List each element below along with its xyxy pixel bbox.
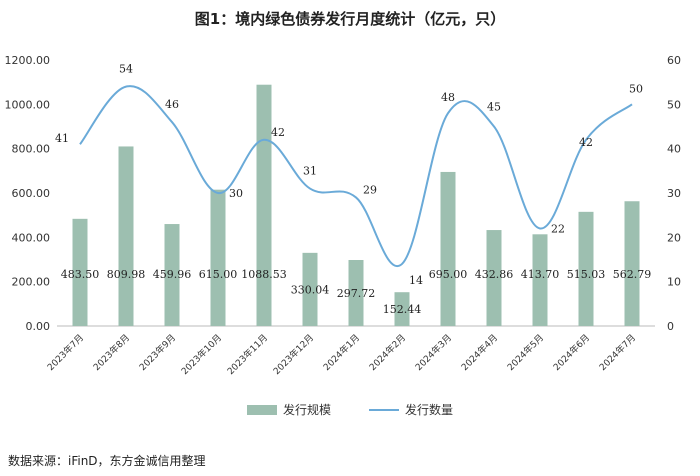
x-axis-tick-label: 2023年12月 bbox=[271, 332, 317, 378]
bar bbox=[624, 201, 640, 326]
bar-value-label: 330.04 bbox=[291, 283, 330, 296]
bar-value-label: 1088.53 bbox=[241, 268, 287, 281]
line-value-label: 46 bbox=[165, 98, 179, 111]
left-axis-tick-label: 800.00 bbox=[12, 143, 51, 156]
line-value-label: 22 bbox=[551, 222, 565, 235]
bar bbox=[532, 234, 548, 326]
line-value-label: 48 bbox=[441, 91, 455, 104]
line-series bbox=[79, 85, 633, 268]
legend-bar-label: 发行规模 bbox=[282, 403, 331, 417]
line-value-label: 30 bbox=[229, 187, 243, 200]
bar-value-label: 432.86 bbox=[475, 268, 514, 281]
bar-value-label: 562.79 bbox=[613, 268, 652, 281]
bar bbox=[440, 171, 456, 326]
x-axis-tick-label: 2024年5月 bbox=[505, 332, 546, 373]
left-axis-tick-label: 1000.00 bbox=[5, 98, 51, 111]
legend-line-label: 发行数量 bbox=[405, 403, 454, 417]
x-axis-tick-label: 2023年7月 bbox=[45, 332, 86, 373]
left-axis-tick-label: 200.00 bbox=[12, 276, 51, 289]
right-axis-tick-label: 40 bbox=[667, 143, 681, 156]
bar bbox=[348, 260, 364, 326]
line-value-label: 42 bbox=[579, 136, 593, 149]
bar bbox=[302, 252, 318, 326]
x-axis-tick-label: 2023年11月 bbox=[225, 332, 271, 378]
x-axis-tick-label: 2024年3月 bbox=[413, 332, 454, 373]
chart-title: 图1：境内绿色债券发行月度统计（亿元，只） bbox=[194, 10, 506, 28]
x-axis-tick-label: 2023年10月 bbox=[179, 332, 225, 378]
x-axis-tick-label: 2024年1月 bbox=[321, 332, 362, 373]
bar-value-label: 515.03 bbox=[567, 268, 606, 281]
legend-line-swatch bbox=[369, 408, 399, 411]
right-axis-tick-label: 30 bbox=[667, 187, 681, 200]
right-axis-tick-label: 50 bbox=[667, 98, 681, 111]
left-axis-tick-label: 1200.00 bbox=[5, 54, 51, 67]
right-axis-tick-label: 0 bbox=[667, 320, 674, 333]
x-axis-tick-label: 2024年4月 bbox=[459, 332, 500, 373]
bar bbox=[256, 84, 272, 326]
right-axis-tick-label: 20 bbox=[667, 231, 681, 244]
left-axis-tick-label: 0.00 bbox=[26, 320, 51, 333]
line-value-label: 54 bbox=[119, 63, 133, 76]
legend-bar-swatch bbox=[246, 404, 277, 415]
bar bbox=[578, 211, 594, 326]
x-axis-tick-label: 2024年6月 bbox=[551, 332, 592, 373]
x-axis-tick-label: 2023年8月 bbox=[91, 332, 132, 373]
bar bbox=[118, 146, 134, 326]
line-value-label: 50 bbox=[629, 82, 643, 95]
bar-value-label: 459.96 bbox=[153, 268, 192, 281]
bar-value-label: 413.70 bbox=[521, 268, 560, 281]
chart-canvas: 0.00 200.00 400.00 600.00 800.00 1000.00 1200.… bbox=[5, 54, 682, 378]
bar bbox=[486, 230, 502, 326]
line-value-label: 45 bbox=[487, 101, 501, 114]
bar-value-label: 152.44 bbox=[383, 303, 422, 316]
line-value-label: 31 bbox=[303, 165, 317, 178]
line-value-label: 42 bbox=[271, 126, 285, 139]
bar-value-label: 695.00 bbox=[429, 268, 468, 281]
left-axis-tick-label: 400.00 bbox=[12, 231, 51, 244]
x-axis-tick-label: 2024年2月 bbox=[367, 332, 408, 373]
bar bbox=[164, 224, 180, 326]
bar-value-label: 483.50 bbox=[61, 268, 100, 281]
bar bbox=[72, 218, 88, 326]
bar bbox=[394, 292, 410, 326]
bar-value-label: 809.98 bbox=[107, 268, 146, 281]
legend-item-line: 发行数量 bbox=[369, 401, 453, 418]
bar bbox=[210, 189, 226, 326]
line-value-label: 41 bbox=[55, 132, 69, 145]
right-axis-tick-label: 10 bbox=[667, 276, 681, 289]
x-axis-tick-label: 2023年9月 bbox=[137, 332, 178, 373]
bar-value-label: 615.00 bbox=[199, 268, 238, 281]
x-axis-tick-label: 2024年7月 bbox=[597, 332, 638, 373]
source-note: 数据来源：iFinD，东方金诚信用整理 bbox=[8, 454, 206, 468]
chart-legend: 发行规模 发行数量 bbox=[0, 401, 700, 418]
right-axis-tick-label: 60 bbox=[667, 54, 681, 67]
bar-value-label: 297.72 bbox=[337, 287, 376, 300]
legend-item-bar: 发行规模 bbox=[246, 401, 331, 418]
line-value-label: 14 bbox=[409, 274, 423, 287]
left-axis-tick-label: 600.00 bbox=[12, 187, 51, 200]
line-value-label: 29 bbox=[363, 183, 377, 196]
